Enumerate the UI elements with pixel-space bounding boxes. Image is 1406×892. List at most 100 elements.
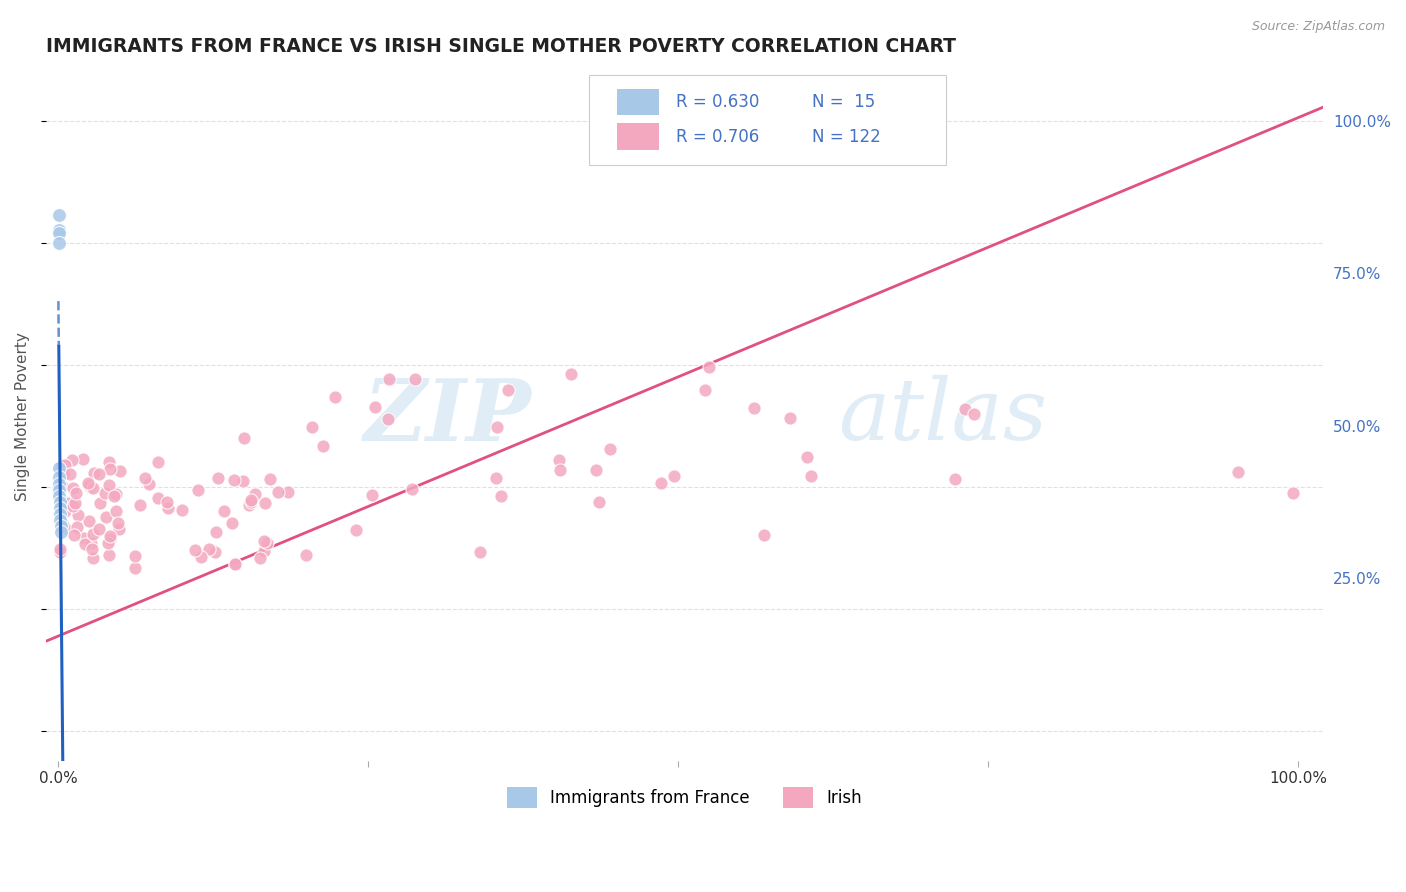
Point <box>205 524 228 539</box>
Point <box>66 508 89 522</box>
Point <box>105 487 128 501</box>
Point <box>124 561 146 575</box>
Point <box>498 383 520 397</box>
Point <box>146 455 169 469</box>
Point <box>103 489 125 503</box>
Point <box>51 478 73 492</box>
FancyBboxPatch shape <box>617 89 659 115</box>
Point <box>240 493 263 508</box>
Point <box>697 359 720 374</box>
Point <box>953 401 976 416</box>
Y-axis label: Single Mother Poverty: Single Mother Poverty <box>15 332 30 500</box>
Point <box>468 544 491 558</box>
Text: IMMIGRANTS FROM FRANCE VS IRISH SINGLE MOTHER POVERTY CORRELATION CHART: IMMIGRANTS FROM FRANCE VS IRISH SINGLE M… <box>46 37 956 56</box>
Point <box>82 551 104 566</box>
Point <box>62 500 84 514</box>
Point <box>301 420 323 434</box>
Point <box>63 496 86 510</box>
Point <box>779 411 801 425</box>
Point <box>98 528 121 542</box>
Point <box>404 371 426 385</box>
Point <box>62 453 84 467</box>
Point <box>1281 486 1303 500</box>
Point <box>240 495 263 509</box>
Text: R = 0.630: R = 0.630 <box>676 93 759 112</box>
Point <box>253 496 276 510</box>
Point <box>48 235 70 250</box>
Point <box>212 504 235 518</box>
Point <box>53 521 76 535</box>
Point <box>485 420 508 434</box>
Point <box>277 485 299 500</box>
Point <box>97 536 120 550</box>
Point <box>401 482 423 496</box>
Point <box>105 504 128 518</box>
Point <box>222 473 245 487</box>
Point <box>650 475 672 490</box>
Point <box>207 471 229 485</box>
Text: ZIP: ZIP <box>364 375 531 458</box>
Point <box>72 451 94 466</box>
Point <box>49 519 72 533</box>
Point <box>49 541 72 556</box>
Point <box>48 223 70 237</box>
Point <box>800 469 823 483</box>
Point <box>249 551 271 566</box>
Point <box>138 477 160 491</box>
Point <box>599 442 621 456</box>
Point <box>588 495 610 509</box>
Point <box>59 467 82 481</box>
Point <box>485 471 508 485</box>
Point <box>72 532 94 546</box>
Point <box>87 522 110 536</box>
Point <box>96 510 118 524</box>
Point <box>294 548 316 562</box>
Text: Source: ZipAtlas.com: Source: ZipAtlas.com <box>1251 20 1385 33</box>
Point <box>63 528 86 542</box>
Point <box>312 439 335 453</box>
Point <box>48 227 70 241</box>
Point <box>94 486 117 500</box>
Point <box>662 469 685 483</box>
Point <box>108 465 131 479</box>
Legend: Immigrants from France, Irish: Immigrants from France, Irish <box>501 780 869 814</box>
Point <box>548 453 571 467</box>
Point <box>48 476 70 491</box>
Point <box>51 525 73 540</box>
Point <box>197 542 219 557</box>
Point <box>98 462 121 476</box>
Point <box>172 503 194 517</box>
Point <box>585 462 607 476</box>
Point <box>48 470 70 484</box>
Text: N = 122: N = 122 <box>813 128 882 145</box>
Point <box>107 516 129 530</box>
Point <box>548 463 571 477</box>
Point <box>243 487 266 501</box>
Point <box>66 520 89 534</box>
Point <box>80 542 103 557</box>
Point <box>752 528 775 542</box>
Point <box>89 496 111 510</box>
Point <box>77 514 100 528</box>
Point <box>129 499 152 513</box>
Point <box>83 466 105 480</box>
Point <box>560 367 582 381</box>
Point <box>97 455 120 469</box>
Point <box>51 458 73 472</box>
Point <box>232 474 254 488</box>
Point <box>377 412 399 426</box>
Point <box>156 495 179 509</box>
Point <box>62 481 84 495</box>
Point <box>53 467 76 482</box>
Point <box>77 475 100 490</box>
Point <box>224 557 246 571</box>
Point <box>49 513 72 527</box>
Point <box>49 507 72 521</box>
Point <box>98 532 121 546</box>
Point <box>48 489 70 503</box>
Point <box>49 544 72 558</box>
Point <box>82 527 104 541</box>
Point <box>361 488 384 502</box>
Point <box>65 485 87 500</box>
Point <box>323 390 346 404</box>
